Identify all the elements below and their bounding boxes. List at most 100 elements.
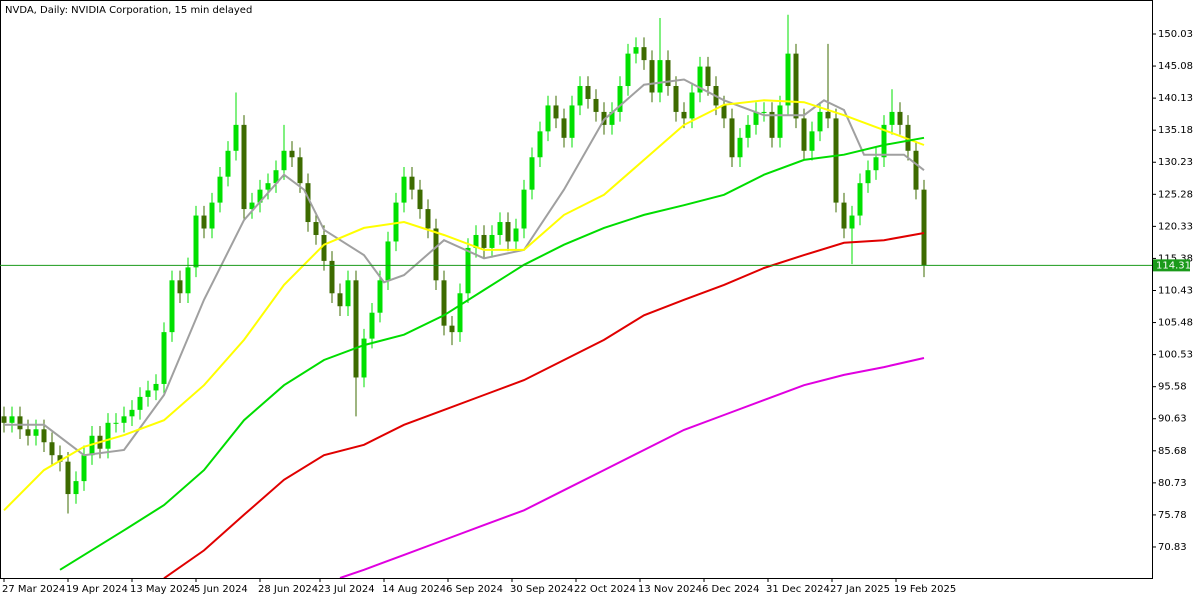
candle-body xyxy=(281,150,287,171)
candle-body xyxy=(785,53,791,106)
candle-body xyxy=(793,53,799,119)
y-tick-label: 90.63 xyxy=(1158,414,1187,425)
candle-body xyxy=(17,416,23,430)
candle-body xyxy=(49,442,55,456)
x-tick-label: 23 Jul 2024 xyxy=(318,584,375,595)
candle-body xyxy=(753,111,759,125)
candle-body xyxy=(745,124,751,138)
candle-body xyxy=(705,66,711,87)
y-tick-label: 105.48 xyxy=(1158,318,1193,329)
candle-body xyxy=(81,455,87,482)
y-tick-label: 80.73 xyxy=(1158,478,1187,489)
candle-body xyxy=(897,111,903,125)
y-tick-label: 125.28 xyxy=(1158,189,1193,200)
candle-body xyxy=(105,422,111,449)
candle-body xyxy=(729,118,735,158)
candle-body xyxy=(361,338,367,378)
candle-body xyxy=(273,170,279,184)
y-tick-label: 110.43 xyxy=(1158,285,1193,296)
moving-average-line xyxy=(59,136,925,571)
y-tick-label: 140.13 xyxy=(1158,93,1193,104)
candle-body xyxy=(665,60,671,87)
x-tick-label: 19 Apr 2024 xyxy=(66,584,128,595)
candle-body xyxy=(737,137,743,158)
candle-body xyxy=(265,183,271,190)
candle-body xyxy=(865,170,871,184)
x-tick-label: 27 Jan 2025 xyxy=(830,584,890,595)
candle-body xyxy=(625,53,631,87)
candle-body xyxy=(457,293,463,333)
candle-body xyxy=(769,111,775,138)
candle-body xyxy=(833,118,839,203)
candle-body xyxy=(73,481,79,495)
candle-body xyxy=(249,202,255,210)
y-tick-label: 95.58 xyxy=(1158,382,1187,393)
candle-body xyxy=(449,325,455,333)
candle-body xyxy=(353,280,359,378)
candle-body xyxy=(569,105,575,138)
candle-body xyxy=(297,157,303,184)
x-tick-label: 22 Oct 2024 xyxy=(574,584,636,595)
candle-body xyxy=(177,280,183,294)
x-tick-label: 5 Jun 2024 xyxy=(194,584,248,595)
x-tick-label: 13 Nov 2024 xyxy=(638,584,702,595)
x-tick-label: 13 May 2024 xyxy=(130,584,195,595)
candle-body xyxy=(257,189,263,203)
candle-body xyxy=(849,215,855,229)
candle-body xyxy=(441,280,447,326)
candle-body xyxy=(617,86,623,112)
x-tick-label: 14 Aug 2024 xyxy=(382,584,446,595)
candle-body xyxy=(401,176,407,203)
candle-body xyxy=(921,189,927,266)
candle-body xyxy=(809,131,815,151)
current-price-label: 114.31 xyxy=(1156,260,1191,271)
x-tick-label: 6 Sep 2024 xyxy=(446,584,503,595)
candle-body xyxy=(25,429,31,436)
candle-body xyxy=(633,47,639,54)
x-tick-label: 19 Feb 2025 xyxy=(894,584,956,595)
candle-body xyxy=(33,429,39,436)
candle-body xyxy=(689,92,695,119)
candle-body xyxy=(217,176,223,203)
y-tick-label: 145.08 xyxy=(1158,61,1193,72)
candle-body xyxy=(681,111,687,119)
candle-body xyxy=(393,202,399,242)
y-tick-label: 75.78 xyxy=(1158,510,1187,521)
candle-body xyxy=(577,86,583,106)
candle-body xyxy=(553,105,559,119)
candle-body xyxy=(1,416,7,423)
candle-body xyxy=(169,280,175,333)
candle-body xyxy=(465,247,471,294)
y-tick-label: 70.83 xyxy=(1158,542,1187,553)
candle-body xyxy=(521,189,527,229)
y-tick-label: 130.23 xyxy=(1158,157,1193,168)
moving-average-line xyxy=(339,357,925,578)
candle-body xyxy=(505,222,511,242)
candle-body xyxy=(593,98,599,112)
candle-body xyxy=(209,202,215,229)
y-tick-label: 85.68 xyxy=(1158,446,1187,457)
candle-body xyxy=(673,86,679,112)
y-tick-label: 135.18 xyxy=(1158,125,1193,136)
candle-body xyxy=(473,234,479,248)
y-tick-label: 120.33 xyxy=(1158,221,1193,232)
candle-body xyxy=(193,215,199,268)
candle-body xyxy=(65,461,71,495)
candle-body xyxy=(649,60,655,93)
candle-body xyxy=(385,241,391,281)
candle-body xyxy=(225,150,231,177)
candle-body xyxy=(369,312,375,339)
candle-body xyxy=(57,455,63,462)
candle-body xyxy=(881,124,887,158)
x-tick-label: 31 Dec 2024 xyxy=(766,584,830,595)
candle-body xyxy=(857,183,863,216)
candle-body xyxy=(489,234,495,248)
candle-body xyxy=(337,293,343,307)
candle-body xyxy=(513,228,519,242)
candle-body xyxy=(817,111,823,132)
candle-body xyxy=(561,118,567,138)
candle-body xyxy=(113,422,119,424)
candle-body xyxy=(377,280,383,313)
